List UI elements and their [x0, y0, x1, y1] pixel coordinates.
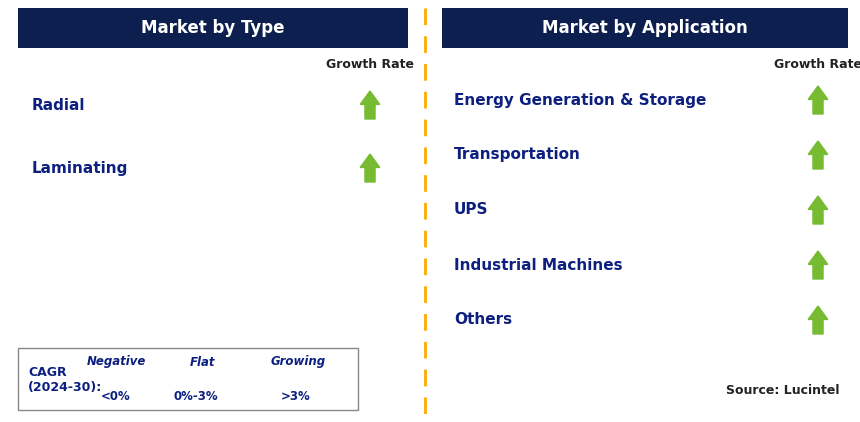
Text: UPS: UPS [454, 203, 488, 217]
Text: Market by Application: Market by Application [542, 19, 748, 37]
Polygon shape [808, 141, 828, 169]
Text: 0%-3%: 0%-3% [174, 390, 218, 403]
Text: Growing: Growing [270, 355, 326, 368]
Polygon shape [212, 373, 244, 390]
Text: Others: Others [454, 313, 512, 327]
FancyBboxPatch shape [442, 8, 848, 48]
Polygon shape [808, 251, 828, 279]
Text: Energy Generation & Storage: Energy Generation & Storage [454, 92, 706, 108]
Polygon shape [360, 91, 380, 119]
Text: Source: Lucintel: Source: Lucintel [727, 384, 840, 397]
Polygon shape [808, 196, 828, 224]
Text: >3%: >3% [281, 390, 310, 403]
Text: <0%: <0% [101, 390, 131, 403]
Text: Radial: Radial [32, 97, 85, 113]
Text: CAGR: CAGR [28, 365, 66, 379]
Text: Industrial Machines: Industrial Machines [454, 257, 623, 273]
Polygon shape [808, 306, 828, 334]
Text: Market by Type: Market by Type [141, 19, 285, 37]
Text: Flat: Flat [190, 355, 216, 368]
FancyBboxPatch shape [18, 8, 408, 48]
Text: Laminating: Laminating [32, 160, 128, 176]
FancyBboxPatch shape [18, 348, 358, 410]
Polygon shape [144, 370, 159, 392]
Text: Growth Rate: Growth Rate [326, 59, 414, 71]
Text: Negative: Negative [86, 355, 145, 368]
Polygon shape [330, 370, 346, 392]
Polygon shape [360, 154, 380, 182]
Text: (2024-30):: (2024-30): [28, 381, 102, 393]
Polygon shape [808, 86, 828, 114]
Text: Growth Rate: Growth Rate [774, 59, 860, 71]
Text: Transportation: Transportation [454, 148, 580, 162]
